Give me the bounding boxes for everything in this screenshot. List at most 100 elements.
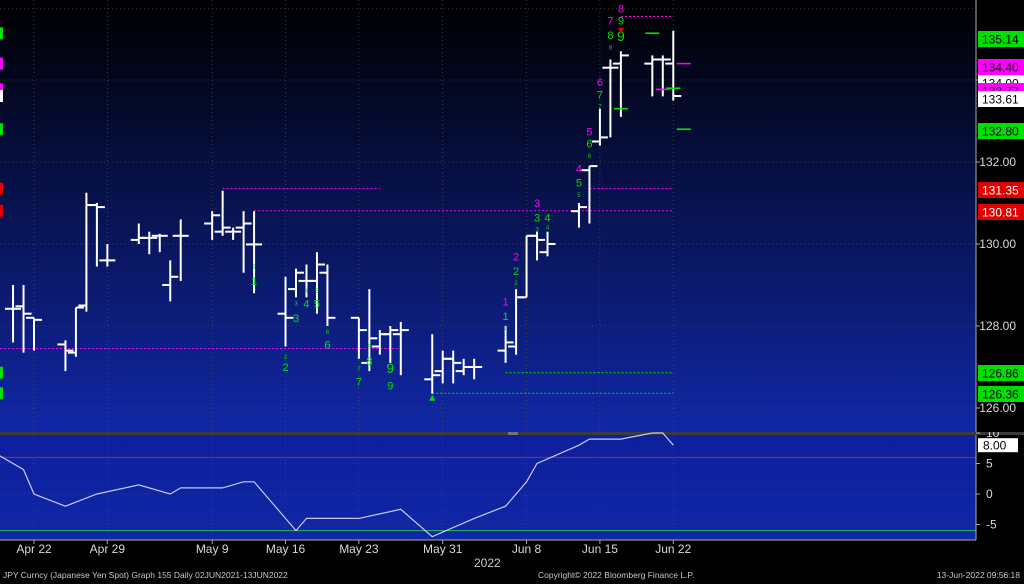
td-count-label: 1 — [252, 265, 256, 271]
ohlc-bar — [529, 231, 546, 261]
ohlc-bar — [466, 358, 483, 380]
td-count-label: 8 — [618, 3, 624, 15]
td-count-label: 8 — [366, 356, 372, 368]
ohlc-bar — [288, 268, 304, 298]
td-count-label: 3 — [535, 228, 539, 234]
y-tick-label: 128.00 — [979, 319, 1016, 333]
x-axis-background — [0, 540, 1024, 584]
td-count-label: 9 — [617, 28, 625, 44]
td-count-label: 1 — [504, 326, 508, 332]
td-count-label: 7 — [607, 16, 613, 28]
ohlc-bar — [151, 233, 168, 253]
ohlc-bar — [392, 321, 409, 376]
td-count-label: 7 — [598, 105, 602, 111]
ohlc-bar — [15, 285, 32, 353]
panel-resize-handle — [508, 432, 518, 435]
ohlc-bar — [570, 203, 587, 228]
ohlc-bar — [214, 190, 231, 236]
td-count-label: 4 — [546, 226, 550, 232]
ohlc-bar — [612, 51, 629, 117]
td-count-label: 8 — [609, 45, 613, 51]
ohlc-bar — [350, 316, 367, 359]
ohlc-bar — [445, 350, 462, 384]
x-tick-label: Jun 8 — [512, 542, 542, 556]
ohlc-bar — [308, 252, 325, 314]
price-tag-box — [978, 182, 1024, 198]
td-count-label: 4 — [305, 289, 309, 295]
td-count-label: 3 — [293, 313, 299, 325]
td-count-label: 6 — [324, 340, 330, 352]
left-edge-mark — [0, 83, 3, 96]
ohlc-bar — [424, 334, 441, 394]
td-count-label: 6 — [326, 330, 330, 336]
ohlc-bar — [382, 326, 399, 363]
price-tag-box — [978, 386, 1024, 402]
ohlc-bar — [539, 231, 556, 257]
indicator-tick-label: -5 — [986, 518, 997, 532]
left-edge-mark — [0, 182, 3, 195]
y-tick-label: 132.00 — [979, 155, 1016, 169]
td-count-label: 9 — [618, 16, 624, 28]
td-count-label: 1 — [503, 311, 509, 323]
left-edge-mark — [0, 204, 3, 217]
price-tag-box — [978, 91, 1024, 107]
ohlc-bar — [277, 276, 294, 347]
left-edge-mark — [0, 387, 3, 400]
ohlc-bar — [99, 244, 116, 267]
td-count-label: 5 — [586, 126, 592, 138]
td-count-label: 7 — [356, 376, 362, 388]
ohlc-bar — [5, 285, 22, 343]
td-count-label: 2 — [513, 266, 519, 278]
price-plot-background — [0, 0, 976, 432]
x-tick-label: Apr 29 — [90, 542, 126, 556]
td-count-label: 4 — [303, 299, 309, 311]
ohlc-bar — [361, 289, 378, 372]
td-count-label: 7 — [357, 367, 361, 373]
ohlc-bar — [204, 211, 221, 240]
x-tick-label: Jun 15 — [582, 542, 618, 556]
td-count-label: 5 — [576, 178, 582, 190]
price-tag-label: 126.86 — [982, 367, 1019, 381]
td-count-label: 5 — [314, 299, 320, 311]
footer-timestamp: 13-Jun-2022 09:56:18 — [936, 570, 1020, 580]
price-tag-label: 134.40 — [982, 61, 1019, 75]
td-count-label: 1 — [503, 297, 509, 309]
indicator-last-value-label: 8.00 — [983, 439, 1007, 453]
indicator-series-line — [0, 432, 674, 538]
td-count-label: 9 — [387, 381, 393, 393]
price-tag-label: 130.81 — [982, 206, 1019, 220]
td-count-label: 2 — [513, 251, 519, 263]
td-count-label: 2 — [514, 281, 518, 287]
x-tick-label: Jun 22 — [655, 542, 691, 556]
x-tick-label: May 16 — [266, 542, 306, 556]
ohlc-bar — [497, 326, 514, 363]
ohlc-bar — [581, 165, 598, 224]
price-tag-box — [978, 365, 1024, 381]
left-edge-mark — [0, 57, 3, 70]
ohlc-bar — [172, 219, 189, 281]
price-tag-label: 133.61 — [982, 93, 1019, 107]
price-tag-label: 135.14 — [982, 33, 1019, 47]
indicator-last-value-box — [978, 438, 1018, 453]
left-edge-mark — [0, 27, 3, 40]
indicator-tick-label: 5 — [986, 457, 993, 471]
y-tick-label: 126.00 — [979, 401, 1016, 415]
x-tick-label: May 23 — [339, 542, 379, 556]
price-tag-box — [978, 123, 1024, 139]
year-label: 2022 — [474, 556, 501, 570]
price-tag-label: 126.36 — [982, 388, 1019, 402]
left-edge-mark — [0, 366, 3, 379]
left-edge-mark — [0, 123, 3, 136]
arrow-down-icon — [617, 27, 624, 34]
ohlc-bar — [57, 340, 74, 372]
ohlc-bar — [225, 227, 242, 240]
td-count-label: 4 — [544, 212, 550, 224]
price-tag-box — [978, 31, 1024, 47]
x-tick-label: Apr 22 — [16, 542, 52, 556]
td-count-label: 8 — [607, 30, 613, 42]
td-count-label: 3 — [294, 302, 298, 308]
ohlc-bar — [319, 264, 336, 326]
td-count-label: 6 — [588, 154, 592, 160]
price-tag-box — [978, 204, 1024, 220]
